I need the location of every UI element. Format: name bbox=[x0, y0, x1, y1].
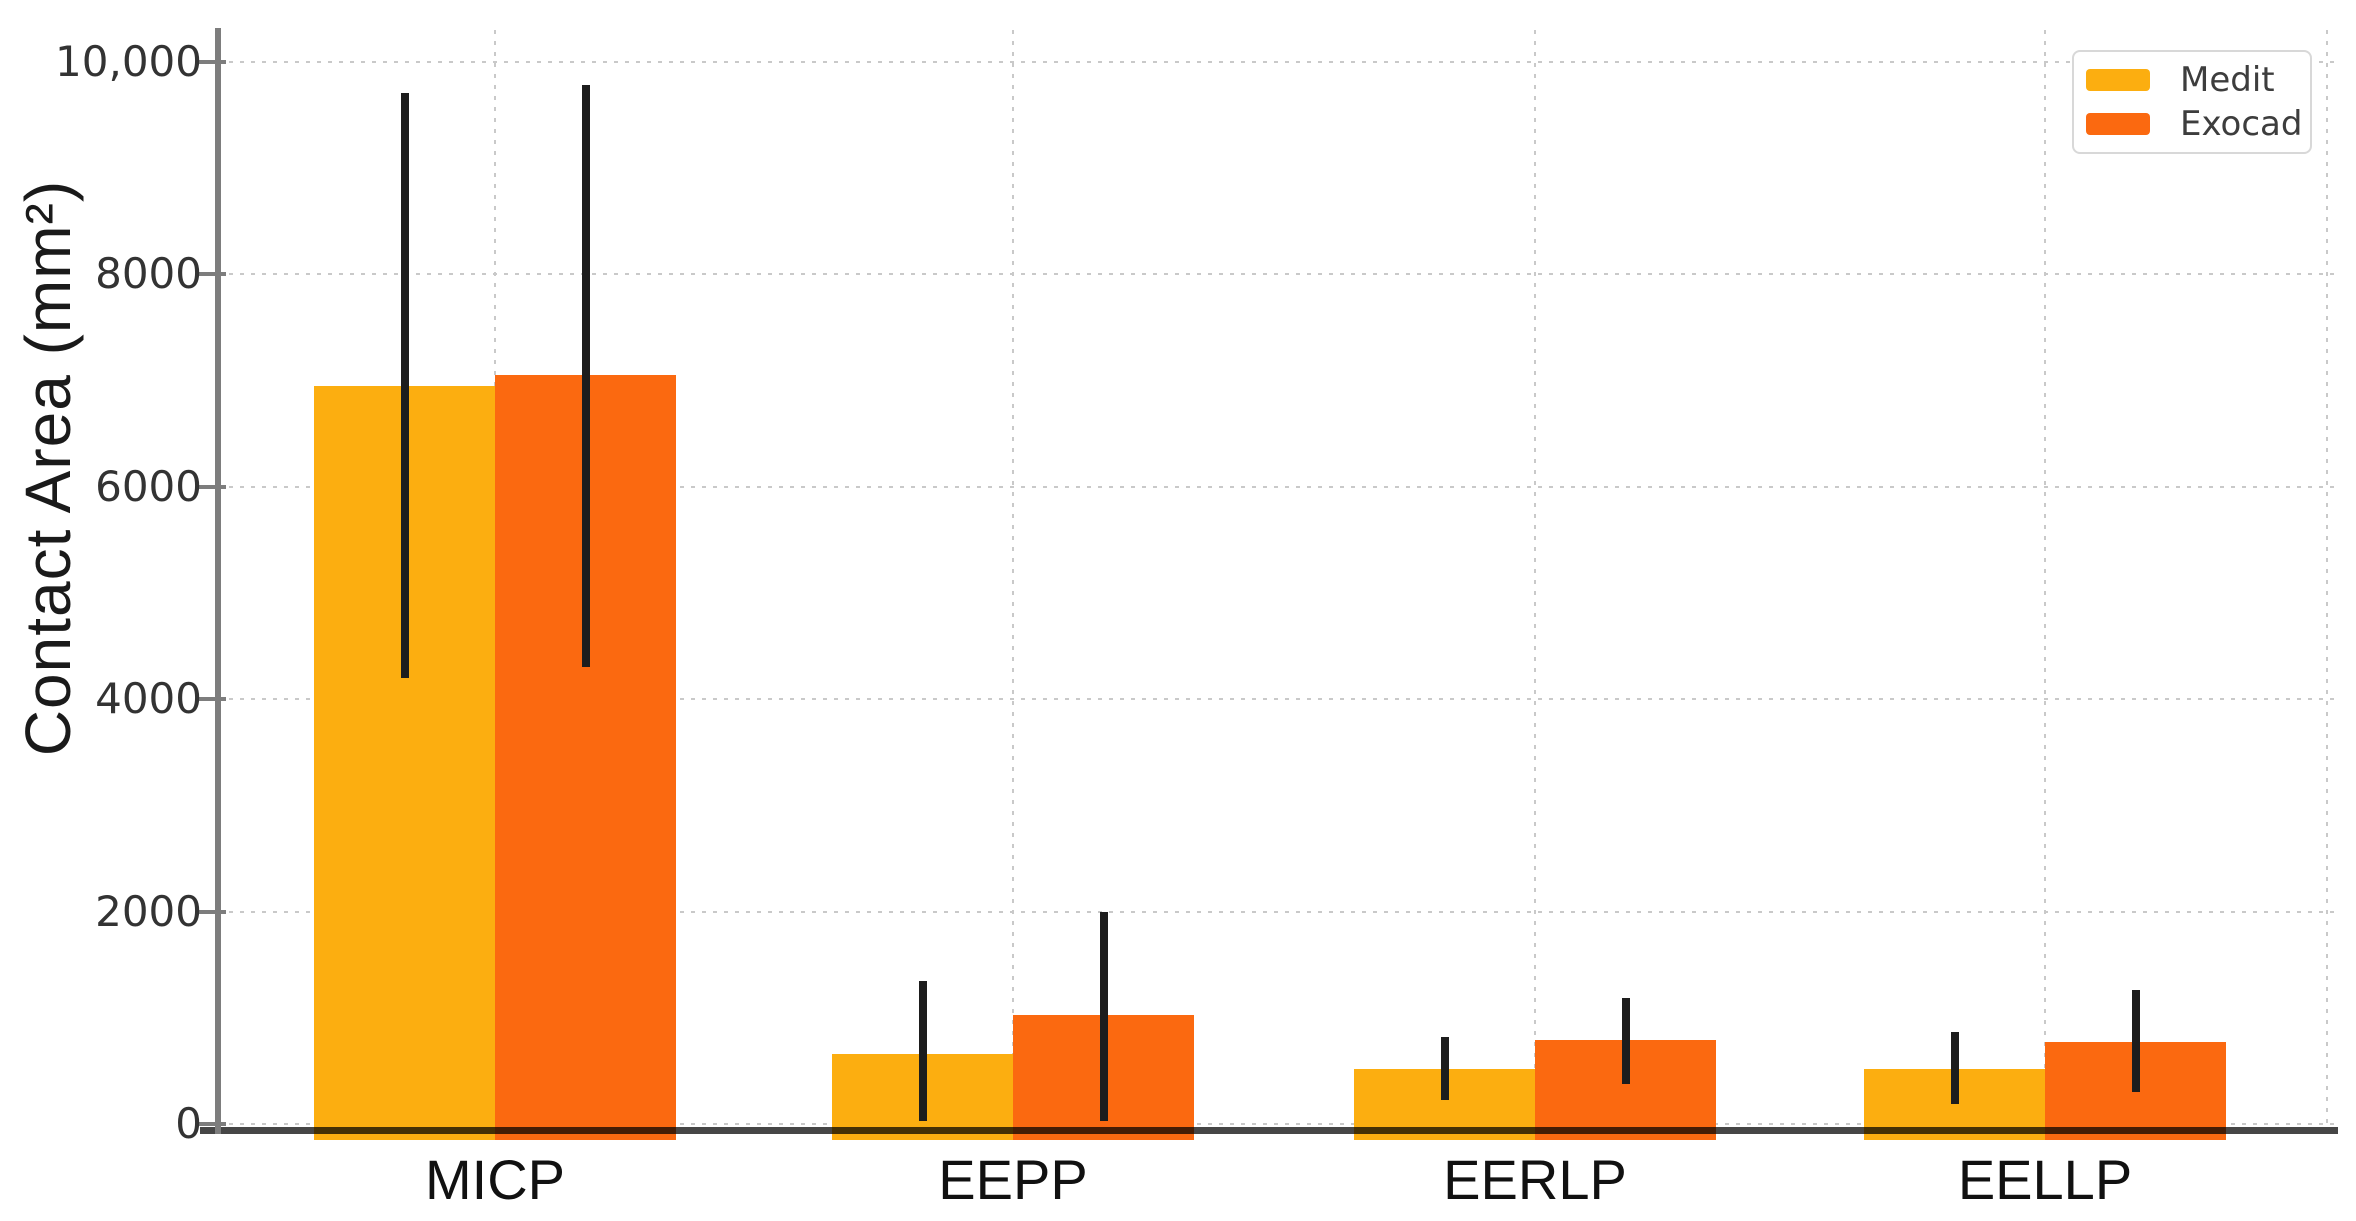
v-gridline-EERLP bbox=[1534, 30, 1536, 1124]
y-tick-label-10000: 10,000 bbox=[55, 36, 202, 86]
h-gridline-2000 bbox=[218, 910, 2338, 913]
y-tick-label-4000: 4000 bbox=[95, 674, 202, 723]
legend-item-exocad: Exocad bbox=[2086, 104, 2310, 144]
x-category-label-MICP: MICP bbox=[425, 1148, 565, 1211]
error-bar-medit-MICP bbox=[400, 93, 409, 678]
legend-label-exocad: Exocad bbox=[2180, 104, 2303, 144]
h-gridline-4000 bbox=[218, 698, 2338, 700]
y-axis-line bbox=[215, 28, 221, 1134]
x-category-label-EEPP: EEPP bbox=[938, 1148, 1088, 1211]
legend-swatch-exocad bbox=[2086, 113, 2150, 135]
y-tick-label-8000: 8000 bbox=[95, 249, 202, 298]
error-bar-exocad-MICP bbox=[581, 84, 590, 668]
error-bar-medit-EEPP bbox=[918, 980, 927, 1121]
y-tick-label-2000: 2000 bbox=[95, 886, 202, 936]
error-bar-exocad-EERLP bbox=[1621, 997, 1630, 1084]
v-gridline-right bbox=[2326, 30, 2328, 1124]
error-bar-medit-EELLP bbox=[1950, 1031, 1959, 1104]
legend-swatch-medit bbox=[2086, 69, 2150, 91]
legend-item-medit: Medit bbox=[2086, 60, 2310, 100]
legend-label-medit: Medit bbox=[2180, 60, 2275, 100]
x-category-label-EERLP: EERLP bbox=[1443, 1148, 1627, 1211]
y-tick-6000 bbox=[198, 484, 226, 489]
x-category-label-EELLP: EELLP bbox=[1957, 1148, 2133, 1211]
y-tick-2000 bbox=[198, 909, 226, 914]
y-tick-10000 bbox=[198, 59, 226, 64]
error-bar-exocad-EELLP bbox=[2131, 990, 2140, 1093]
y-tick-0 bbox=[198, 1122, 226, 1126]
y-tick-label-0: 0 bbox=[175, 1099, 202, 1148]
y-tick-label-6000: 6000 bbox=[95, 461, 202, 511]
y-tick-4000 bbox=[198, 697, 226, 701]
h-gridline-8000 bbox=[218, 273, 2338, 275]
error-bar-medit-EERLP bbox=[1440, 1036, 1449, 1100]
y-tick-8000 bbox=[198, 272, 226, 276]
h-gridline-6000 bbox=[218, 485, 2338, 488]
v-gridline-EEPP bbox=[1012, 30, 1014, 1124]
legend: Medit Exocad bbox=[2072, 50, 2312, 154]
h-gridline-0 bbox=[218, 1123, 2338, 1125]
error-bar-exocad-EEPP bbox=[1099, 911, 1108, 1121]
h-gridline-10000 bbox=[218, 60, 2338, 63]
x-axis-line bbox=[200, 1127, 2338, 1134]
v-gridline-EELLP bbox=[2044, 30, 2046, 1124]
y-axis-title: Contact Area (mm²) bbox=[12, 179, 84, 757]
